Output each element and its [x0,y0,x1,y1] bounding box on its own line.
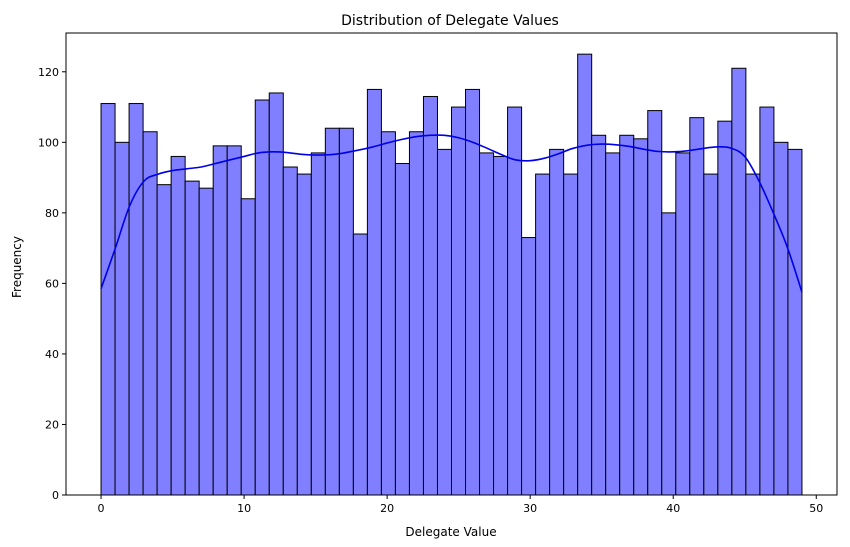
histogram-bar [675,152,691,496]
histogram-bar [661,212,677,496]
x-tick-label: 10 [237,502,251,515]
y-axis-label: Frequency [10,236,24,298]
y-axis-ticks: 0 20 40 60 80 100 120 [38,66,66,502]
histogram-bar [114,141,130,496]
histogram-bar [310,152,326,496]
x-tick-label: 30 [523,502,537,515]
x-axis-ticks: 0 10 20 30 40 50 [98,495,823,515]
x-tick-label: 0 [98,502,105,515]
histogram-bar [142,131,158,496]
histogram-bar [240,198,256,496]
x-tick-label: 50 [809,502,823,515]
x-tick-label: 40 [666,502,680,515]
histogram-bar [184,180,200,496]
histogram-bar [100,103,116,496]
histogram-bar [717,120,733,496]
histogram-bar [451,106,467,496]
histogram-bar [745,173,761,496]
histogram-bar [507,106,523,496]
histogram-bar [535,173,551,496]
histogram-bar [170,155,186,496]
histogram-bar [408,131,424,496]
histogram-bar [703,173,719,496]
histogram-bars [100,53,803,496]
histogram-bar [465,88,481,496]
x-tick-label: 20 [380,502,394,515]
histogram-bar [422,95,438,496]
x-axis-label: Delegate Value [405,525,496,539]
histogram-bar [689,117,705,496]
histogram-bar [198,187,214,496]
histogram-bar [731,67,747,496]
histogram-bar [521,237,537,496]
histogram-bar [380,131,396,496]
histogram-bar [366,88,382,496]
histogram-bar [254,99,270,496]
histogram-bar [212,145,228,496]
histogram-bar [493,155,509,496]
histogram-bar [394,162,410,496]
kde-curve [100,134,803,293]
y-tick-label: 20 [45,418,59,431]
y-tick-label: 60 [45,277,59,290]
chart-title: Distribution of Delegate Values [341,13,559,29]
histogram-bar [338,127,354,496]
histogram-bar [226,145,242,496]
histogram-bar [773,141,789,496]
histogram-bar [605,152,621,496]
histogram-bar [352,233,368,496]
histogram-bar [759,106,775,496]
histogram-bar [619,134,635,496]
y-tick-label: 80 [45,207,59,220]
kde-curve-group [100,134,803,293]
histogram-bar [156,184,172,496]
histogram-bar [577,53,593,496]
histogram-bar [282,166,298,496]
y-tick-label: 40 [45,348,59,361]
histogram-bar [436,148,452,496]
histogram-bar [268,92,284,496]
y-tick-label: 120 [38,66,59,79]
histogram-bar [787,148,803,496]
histogram-bar [647,110,663,496]
y-tick-label: 100 [38,136,59,149]
histogram-bar [479,152,495,496]
plot-frame [65,32,838,496]
histogram-bar [296,173,312,496]
histogram-bar [563,173,579,496]
histogram-bar [591,134,607,496]
histogram-bar [633,138,649,496]
histogram-bar [549,148,565,496]
histogram-bar [324,127,340,496]
y-tick-label: 0 [52,489,59,502]
histogram-bar [128,103,144,496]
